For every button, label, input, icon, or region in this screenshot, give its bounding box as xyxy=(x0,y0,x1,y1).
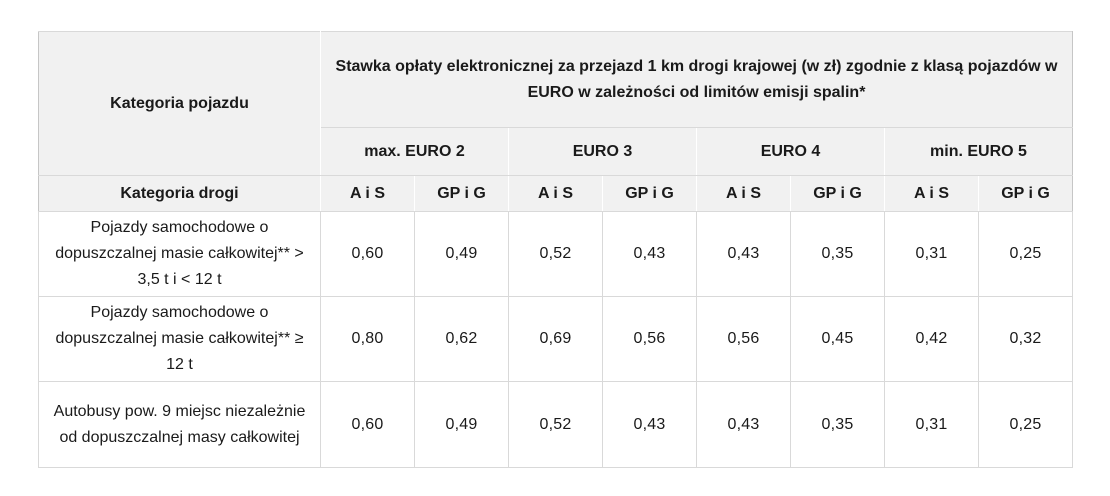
rate-cell: 0,56 xyxy=(602,296,697,382)
road-category-header: Kategoria drogi xyxy=(38,175,321,212)
rate-cell: 0,60 xyxy=(320,381,415,468)
rate-cell: 0,25 xyxy=(978,381,1073,468)
rate-cell: 0,52 xyxy=(508,211,603,297)
rate-cell: 0,43 xyxy=(602,381,697,468)
rate-cell: 0,43 xyxy=(696,211,791,297)
rate-cell: 0,35 xyxy=(790,381,885,468)
rate-cell: 0,80 xyxy=(320,296,415,382)
road-type-header-gpig: GP i G xyxy=(414,175,509,212)
rate-cell: 0,32 xyxy=(978,296,1073,382)
rate-cell: 0,60 xyxy=(320,211,415,297)
road-type-header-gpig: GP i G xyxy=(790,175,885,212)
rate-cell: 0,49 xyxy=(414,211,509,297)
vehicle-category-label: Pojazdy samochodowe o dopuszczalnej masi… xyxy=(38,296,321,382)
euro-class-header-min-euro-5: min. EURO 5 xyxy=(884,127,1073,176)
rate-cell: 0,43 xyxy=(696,381,791,468)
rate-cell: 0,31 xyxy=(884,381,979,468)
table-title: Stawka opłaty elektronicznej za przejazd… xyxy=(320,31,1073,128)
vehicle-category-label: Autobusy pow. 9 miejsc niezależnie od do… xyxy=(38,381,321,468)
rate-cell: 0,43 xyxy=(602,211,697,297)
euro-class-header-euro-3: EURO 3 xyxy=(508,127,697,176)
rate-cell: 0,35 xyxy=(790,211,885,297)
road-type-header-ais: A i S xyxy=(696,175,791,212)
road-type-header-ais: A i S xyxy=(508,175,603,212)
table-row: Autobusy pow. 9 miejsc niezależnie od do… xyxy=(38,381,1073,468)
vehicle-category-header: Kategoria pojazdu xyxy=(38,31,321,176)
table-row: Pojazdy samochodowe o dopuszczalnej masi… xyxy=(38,296,1073,382)
road-type-header-ais: A i S xyxy=(320,175,415,212)
rate-cell: 0,56 xyxy=(696,296,791,382)
road-type-header-gpig: GP i G xyxy=(602,175,697,212)
road-type-header-gpig: GP i G xyxy=(978,175,1073,212)
rate-cell: 0,31 xyxy=(884,211,979,297)
rate-cell: 0,42 xyxy=(884,296,979,382)
rate-cell: 0,69 xyxy=(508,296,603,382)
rate-cell: 0,25 xyxy=(978,211,1073,297)
toll-rate-table: Kategoria pojazdu Stawka opłaty elektron… xyxy=(38,31,1073,468)
rate-cell: 0,45 xyxy=(790,296,885,382)
rate-cell: 0,49 xyxy=(414,381,509,468)
table-row: Pojazdy samochodowe o dopuszczalnej masi… xyxy=(38,211,1073,297)
rate-cell: 0,62 xyxy=(414,296,509,382)
vehicle-category-label: Pojazdy samochodowe o dopuszczalnej masi… xyxy=(38,211,321,297)
rate-cell: 0,52 xyxy=(508,381,603,468)
euro-class-header-euro-4: EURO 4 xyxy=(696,127,885,176)
euro-class-header-max-euro-2: max. EURO 2 xyxy=(320,127,509,176)
road-type-header-ais: A i S xyxy=(884,175,979,212)
